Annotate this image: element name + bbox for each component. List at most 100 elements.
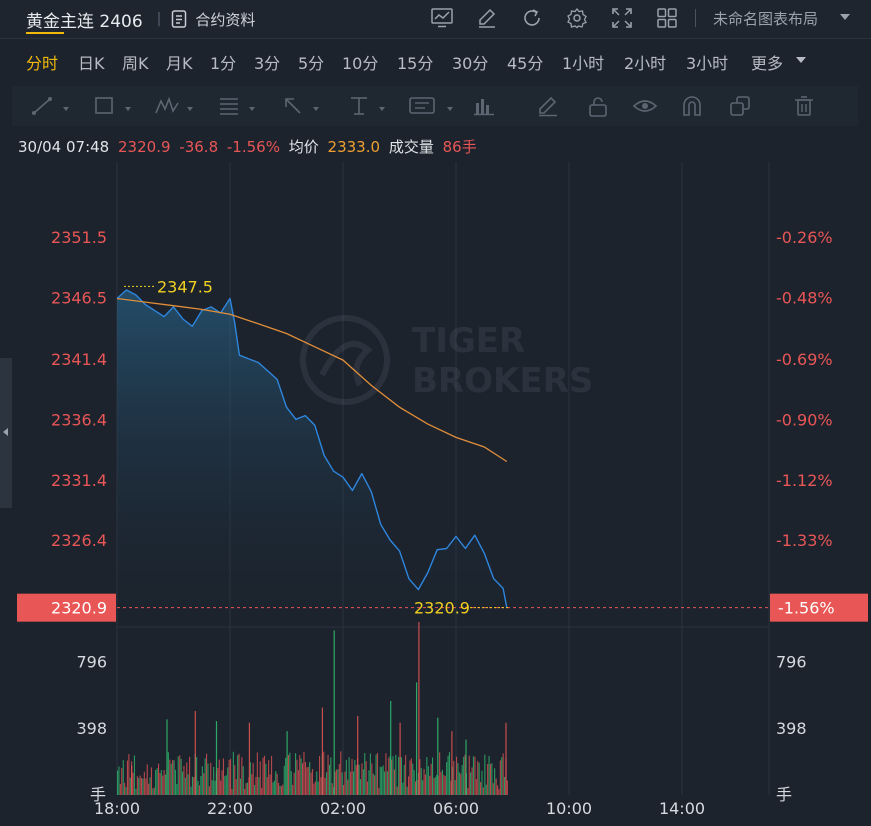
text-tool-icon[interactable] <box>346 95 386 117</box>
volume-bar <box>314 781 316 795</box>
top-header: 黄金主连 2406 | 合约资料 未命名图表布局 <box>0 0 871 39</box>
tab-3min[interactable]: 3分 <box>254 54 281 73</box>
volume-bar <box>263 755 266 795</box>
wave-tool-icon[interactable] <box>154 95 194 117</box>
volume-bar <box>361 763 363 795</box>
volume-bar <box>467 788 469 795</box>
volume-bar <box>227 767 229 795</box>
brush-icon[interactable] <box>536 95 560 117</box>
volume-bar <box>444 776 446 795</box>
magnet-icon[interactable] <box>680 95 704 117</box>
volume-bar <box>214 780 216 795</box>
x-tick-label: 10:00 <box>546 799 592 818</box>
fullscreen-icon[interactable] <box>610 6 634 30</box>
volume-bar <box>193 777 195 795</box>
layout-selector[interactable]: 未命名图表布局 <box>713 10 819 28</box>
volume-bar <box>504 776 506 795</box>
arrow-tool-icon[interactable] <box>280 95 320 117</box>
contract-info-button[interactable]: 合约资料 <box>171 9 255 30</box>
chevron-left-icon[interactable] <box>3 428 8 436</box>
tab-5min[interactable]: 5分 <box>298 54 325 73</box>
annotation-tool-icon[interactable] <box>408 95 454 117</box>
tab-intraday[interactable]: 分时 <box>26 54 59 73</box>
trash-icon[interactable] <box>792 95 816 117</box>
volume-bar <box>208 786 210 795</box>
volume-bar <box>447 755 449 795</box>
refresh-icon[interactable] <box>520 6 544 30</box>
volume-bar <box>128 754 130 795</box>
tab-3hour[interactable]: 3小时 <box>686 54 729 73</box>
draw-pen-icon[interactable] <box>475 6 499 30</box>
volume-bar <box>156 768 158 795</box>
volume-bar <box>258 777 260 795</box>
tab-1hour[interactable]: 1小时 <box>562 54 605 73</box>
tab-1min[interactable]: 1分 <box>210 54 237 73</box>
tab-30min[interactable]: 30分 <box>452 54 489 73</box>
eye-icon[interactable] <box>632 95 658 117</box>
volume-bar <box>172 760 174 795</box>
rectangle-tool-icon[interactable] <box>92 95 132 117</box>
volume-bar <box>210 762 212 795</box>
volume-bar <box>443 775 445 795</box>
tab-weekly[interactable]: 周K <box>122 54 149 73</box>
tab-daily[interactable]: 日K <box>78 54 105 73</box>
grid-layout-icon[interactable] <box>655 6 679 30</box>
tab-more[interactable]: 更多 <box>751 54 784 73</box>
volume-bar <box>408 776 410 795</box>
tab-10min[interactable]: 10分 <box>342 54 379 73</box>
volume-bar <box>345 759 347 795</box>
volume-bar <box>402 782 404 795</box>
volume-bar <box>224 776 226 795</box>
volume-spike-bar <box>131 765 133 795</box>
copy-icon[interactable] <box>728 95 752 117</box>
volume-bar <box>162 775 164 795</box>
low-marker-label: 2320.9 <box>414 599 470 618</box>
tab-2hour[interactable]: 2小时 <box>624 54 667 73</box>
volume-bar <box>136 776 138 795</box>
more-chevron-down-icon[interactable] <box>796 57 806 63</box>
volume-bar <box>388 757 390 795</box>
measure-tool-icon[interactable] <box>472 95 512 117</box>
volume-bar <box>143 771 145 795</box>
volume-bar <box>374 775 376 795</box>
volume-bar <box>238 753 240 795</box>
volume-bar <box>424 774 427 795</box>
volume-bar <box>313 783 315 795</box>
volume-bar <box>165 774 167 795</box>
volume-bar <box>350 771 352 795</box>
chevron-down-icon[interactable] <box>840 14 850 20</box>
fib-tool-icon[interactable] <box>216 95 256 117</box>
volume-bar <box>296 759 298 795</box>
y-tick-label-right: -1.33% <box>776 531 833 550</box>
lock-icon[interactable] <box>586 95 610 117</box>
volume-spike-bar <box>505 722 507 795</box>
volume-bar <box>306 767 308 795</box>
volume-bar <box>246 782 249 795</box>
volume-bar <box>419 759 421 795</box>
volume-bar <box>448 752 451 795</box>
tab-15min[interactable]: 15分 <box>397 54 434 73</box>
tab-monthly[interactable]: 月K <box>166 54 193 73</box>
tab-45min[interactable]: 45分 <box>507 54 544 73</box>
volume-bar <box>282 784 284 795</box>
volume-bar <box>222 758 225 795</box>
volume-bar <box>343 785 345 795</box>
settings-gear-icon[interactable] <box>565 6 589 30</box>
volume-tick-label-right: 796 <box>776 652 807 671</box>
chart-template-icon[interactable] <box>430 6 454 30</box>
volume-bar <box>463 756 465 795</box>
volume-bar <box>138 777 140 795</box>
line-tool-icon[interactable] <box>30 95 70 117</box>
volume-bar <box>150 767 153 795</box>
volume-bar <box>297 770 299 795</box>
volume-bar <box>501 757 503 795</box>
volume-bar <box>347 779 349 795</box>
volume-spike-bar <box>333 630 335 795</box>
y-tick-label-right: -0.90% <box>776 410 833 429</box>
volume-bar <box>213 766 215 795</box>
volume-bar <box>395 754 397 795</box>
volume-bar <box>293 772 295 795</box>
volume-bar <box>324 777 326 795</box>
volume-bar <box>133 755 136 795</box>
